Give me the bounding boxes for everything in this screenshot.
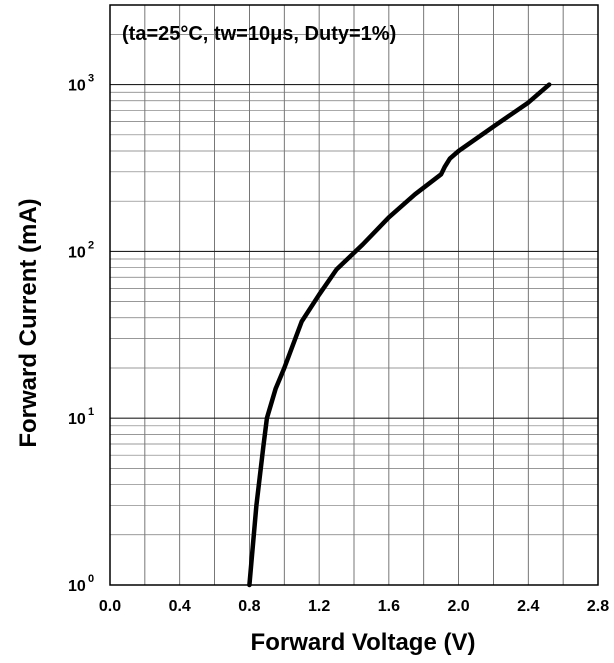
- y-tick-label: 10: [68, 78, 86, 95]
- x-tick-label: 2.4: [517, 598, 539, 615]
- x-axis-title: Forward Voltage (V): [251, 629, 476, 656]
- forward-voltage-current-curve: [247, 82, 552, 588]
- y-tick-label: 10: [68, 244, 86, 261]
- x-tick-label: 2.0: [447, 598, 469, 615]
- y-tick-exponent: 3: [88, 73, 94, 85]
- y-tick-exponent: 1: [88, 406, 94, 418]
- y-axis-title: Forward Current (mA): [15, 198, 42, 447]
- x-tick-label: 1.2: [308, 598, 330, 615]
- x-tick-label: 1.6: [378, 598, 400, 615]
- y-tick-label: 10: [68, 411, 86, 428]
- y-tick-exponent: 0: [88, 573, 94, 585]
- x-tick-label: 0.4: [169, 598, 191, 615]
- grid-minor: [110, 5, 598, 585]
- x-tick-labels: 0.0 0.4 0.8 1.2 1.6 2.0 2.4 2.8: [99, 598, 609, 615]
- y-tick-label: 10: [68, 578, 86, 595]
- y-tick-exponent: 2: [88, 239, 94, 251]
- x-tick-label: 0.8: [238, 598, 260, 615]
- x-tick-label: 2.8: [587, 598, 609, 615]
- test-conditions-annotation: (ta=25°C, tw=10μs, Duty=1%): [122, 23, 396, 45]
- x-tick-label: 0.0: [99, 598, 121, 615]
- plot-frame: [109, 4, 599, 586]
